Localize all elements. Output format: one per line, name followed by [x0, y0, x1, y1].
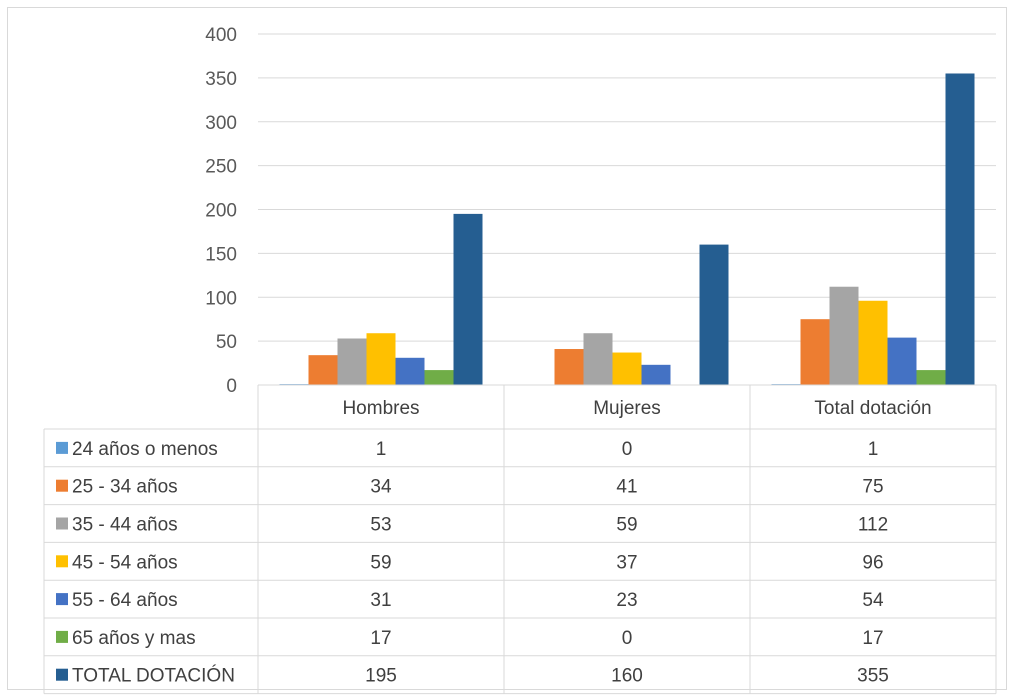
data-cell: 75	[862, 477, 883, 498]
data-cell: 1	[376, 439, 387, 460]
chart-frame	[7, 7, 1007, 690]
bar-6-3	[916, 370, 946, 385]
legend-key	[56, 593, 68, 606]
y-tick-label: 350	[205, 69, 237, 90]
y-tick-label: 100	[205, 288, 237, 309]
y-tick-label: 250	[205, 157, 237, 178]
y-tick-label: 50	[216, 332, 237, 353]
bar-4-2	[612, 352, 642, 385]
series-label: 45 - 54 años	[72, 552, 178, 573]
data-cell: 59	[370, 552, 391, 573]
series-label: 65 años y mas	[72, 628, 196, 649]
bar-2-3	[800, 319, 830, 385]
bar-5-1	[395, 357, 425, 385]
data-cell: 1	[868, 439, 879, 460]
data-cell: 17	[370, 628, 391, 649]
legend-key	[56, 630, 68, 643]
y-tick-label: 0	[226, 376, 237, 397]
bar-3-3	[829, 286, 859, 385]
data-cell: 160	[611, 666, 643, 687]
bar-2-1	[308, 355, 338, 385]
bar-7-1	[453, 213, 483, 385]
bar-3-2	[583, 333, 613, 385]
data-cell: 0	[622, 439, 633, 460]
series-label: 25 - 34 años	[72, 477, 178, 498]
bars	[279, 73, 975, 386]
bar-2-2	[554, 349, 584, 385]
data-cell: 53	[370, 515, 391, 536]
y-tick-label: 150	[205, 244, 237, 265]
category-label: Mujeres	[593, 398, 661, 419]
bar-3-1	[337, 338, 367, 385]
bar-7-3	[945, 73, 975, 386]
bar-5-2	[641, 364, 671, 385]
data-cell: 17	[862, 628, 883, 649]
legend-key	[56, 668, 68, 681]
data-cell: 37	[616, 552, 637, 573]
data-cell: 0	[622, 628, 633, 649]
y-tick-label: 400	[205, 25, 237, 46]
bar-4-1	[366, 333, 396, 385]
bar-6-1	[424, 370, 454, 385]
data-table: Hombres Mujeres Total dotación 24 años o me…	[43, 384, 997, 695]
data-cell: 23	[616, 590, 637, 611]
data-cell: 96	[862, 552, 883, 573]
bar-7-2	[699, 244, 729, 385]
data-cell: 195	[365, 666, 397, 687]
y-tick-label: 200	[205, 201, 237, 222]
series-label: TOTAL DOTACIÓN	[72, 665, 235, 687]
data-cell: 59	[616, 515, 637, 536]
legend-key	[56, 517, 68, 530]
category-label: Total dotación	[814, 398, 931, 419]
bar-5-3	[887, 337, 917, 385]
series-label: 35 - 44 años	[72, 515, 178, 536]
y-axis: 0 50 100 150 200 250 300 350 400	[205, 25, 237, 397]
legend-key	[56, 479, 68, 492]
data-cell: 34	[370, 477, 392, 498]
legend-key	[56, 441, 68, 454]
legend-key	[56, 555, 68, 568]
bar-4-3	[858, 300, 888, 385]
series-label: 55 - 64 años	[72, 590, 178, 611]
data-cell: 112	[858, 515, 888, 536]
data-cell: 41	[616, 477, 637, 498]
series-label: 24 años o menos	[72, 439, 218, 460]
category-label: Hombres	[342, 398, 419, 419]
data-cell: 355	[857, 666, 889, 687]
data-cell: 31	[370, 590, 391, 611]
data-cell: 54	[862, 590, 884, 611]
y-tick-label: 300	[205, 113, 237, 134]
